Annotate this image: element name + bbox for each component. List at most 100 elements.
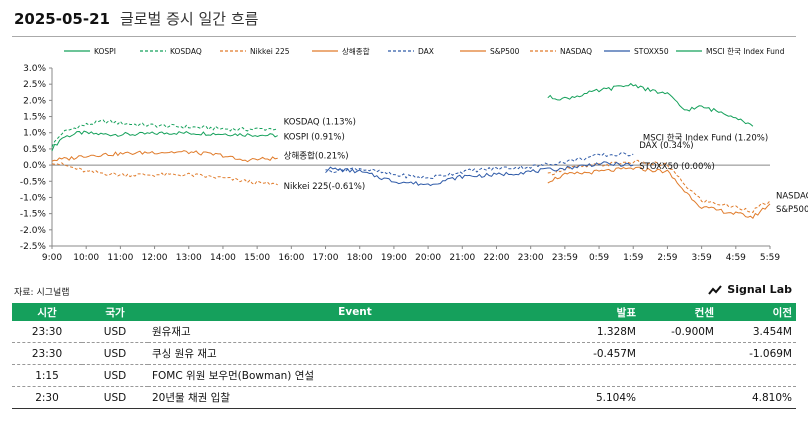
cell-time: 1:15 [12,364,82,387]
report-date: 2025-05-21 [14,10,110,28]
header-event: Event [338,306,372,318]
header-consensus: 컨센 [694,306,714,319]
y-tick-label: -2.5% [20,242,47,252]
cell-currency: USD [82,386,148,409]
series-end-label: NASDAQ (-1.41%) [776,192,808,202]
x-tick-label: 13:00 [176,253,202,263]
legend-entry: KOSDAQ [170,47,202,56]
cell-currency: USD [82,342,148,365]
x-tick-label: 11:00 [107,253,133,263]
cell-previous: 3.454M [718,321,796,343]
x-tick-label: 2:59 [657,253,677,263]
y-tick-label: -2.0% [20,226,47,236]
x-tick-label: 14:00 [210,253,236,263]
series-line [51,130,278,152]
chart-trend-icon [708,284,723,295]
table-row: 2:30 USD 20년물 채권 입찰 5.104% 4.810% [12,386,796,409]
header-actual: 발표 [616,306,636,319]
header: 2025-05-21 글로벌 증시 일간 흐름 [14,8,258,32]
cell-actual [562,364,640,387]
series-line [547,159,771,213]
cell-event: FOMC 위원 보우먼(Bowman) 연설 [148,364,562,387]
report-title: 글로벌 증시 일간 흐름 [119,10,259,28]
x-tick-label: 17:00 [313,253,339,263]
x-tick-label: 18:00 [347,253,373,263]
y-tick-label: -0.5% [20,177,47,187]
cell-actual: -0.457M [562,342,640,365]
cell-consensus: -0.900M [640,321,718,343]
x-tick-label: 5:59 [760,253,780,263]
series-line [51,150,278,163]
y-tick-label: -1.5% [20,210,47,220]
series-end-label: KOSDAQ (1.13%) [284,118,356,128]
legend-entry: DAX [418,47,434,56]
cell-consensus [640,386,718,409]
cell-currency: USD [82,321,148,343]
y-tick-label: -1.0% [20,193,47,203]
series-end-label: MSCI 한국 Index Fund (1.20%) [643,133,768,143]
cell-time: 23:30 [12,321,82,343]
x-tick-label: 23:00 [518,253,544,263]
legend-entry: S&P500 [490,47,520,56]
y-tick-label: 2.5% [23,80,46,90]
series-end-label: DAX (0.34%) [639,141,693,151]
cell-previous [718,364,796,387]
header-currency: 국가 [105,306,125,319]
x-tick-label: 3:59 [692,253,712,263]
legend-entry: 상해종합 [342,46,370,56]
x-tick-label: 12:00 [142,253,168,263]
x-tick-label: 9:00 [42,253,62,263]
series-end-label: Nikkei 225(-0.61%) [284,182,365,192]
cell-previous: 4.810% [718,386,796,409]
y-tick-label: 2.0% [23,96,46,106]
cell-event: 원유재고 [148,321,562,343]
cell-event: 쿠싱 원유 재고 [148,342,562,365]
y-tick-label: 0.0% [23,161,46,171]
series-end-label: 상해종합(0.21%) [284,150,349,161]
source-label: 자료: 시그널랩 [14,288,70,298]
header-previous: 이전 [772,306,792,319]
y-tick-label: 0.5% [23,145,46,155]
legend-entry: KOSPI [94,47,116,56]
cell-previous: -1.069M [718,342,796,365]
legend-entry: STOXX50 [634,47,669,56]
series-line [51,162,278,186]
x-tick-label: 0:59 [589,253,609,263]
brand-logo: Signal Lab [708,283,792,296]
header-divider [12,36,796,37]
series-line [325,152,634,180]
series-end-label: KOSPI (0.91%) [284,133,345,143]
cell-time: 2:30 [12,386,82,409]
series-line [547,166,771,219]
brand-name: Signal Lab [727,283,792,296]
table-row: 23:30 USD 원유재고 1.328M -0.900M 3.454M [12,321,796,343]
y-tick-label: 1.0% [23,129,46,139]
cell-event: 20년물 채권 입찰 [148,386,562,409]
x-tick-label: 23:59 [552,253,578,263]
series-line [51,119,278,148]
y-tick-label: 3.0% [23,64,46,74]
x-tick-label: 10:00 [73,253,99,263]
series-end-label: STOXX50 (0.00%) [639,162,715,172]
series-line [325,161,634,187]
cell-consensus [640,364,718,387]
cell-consensus [640,342,718,365]
x-tick-label: 20:00 [415,253,441,263]
x-tick-label: 22:00 [484,253,510,263]
table-row: 1:15 USD FOMC 위원 보우먼(Bowman) 연설 [12,364,796,387]
cell-currency: USD [82,364,148,387]
x-tick-label: 16:00 [278,253,304,263]
x-tick-label: 19:00 [381,253,407,263]
cell-actual: 5.104% [562,386,640,409]
table-row: 23:30 USD 쿠싱 원유 재고 -0.457M -1.069M [12,342,796,365]
market-line-chart: 3.0% 2.5% 2.0% 1.5% 1.0% 0.5% 0.0% -0.5% -1.0% -1… [20,46,808,263]
header-time: 시간 [37,306,57,319]
legend-entry: Nikkei 225 [250,47,290,56]
series-line [547,82,754,127]
x-tick-label: 21:00 [449,253,475,263]
x-tick-label: 15:00 [244,253,270,263]
legend-entry: NASDAQ [560,47,592,56]
legend-entry: MSCI 한국 Index Fund [706,47,785,56]
economic-calendar-table: 시간 국가 Event 발표 컨센 이전 23:30 USD 원유재고 1.32… [12,303,796,409]
x-tick-label: 1:59 [623,253,643,263]
